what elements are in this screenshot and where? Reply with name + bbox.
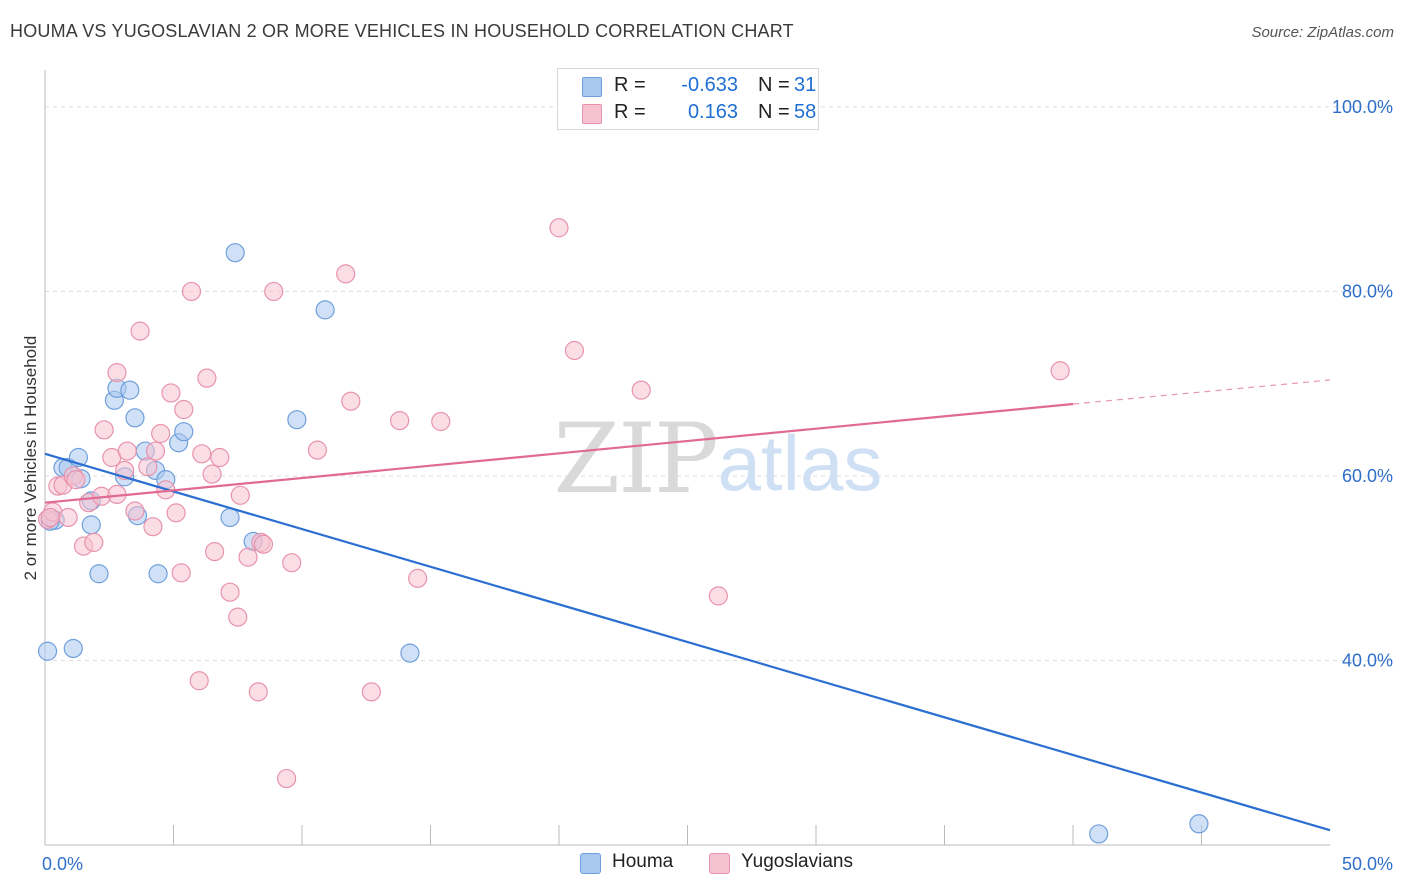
yugoslavians-point	[549, 218, 569, 238]
houma-point	[315, 300, 335, 320]
houma-point	[120, 380, 140, 400]
yugoslavians-point	[248, 682, 268, 702]
source-credit: Source: ZipAtlas.com	[1251, 24, 1394, 41]
yugoslavians-swatch	[582, 104, 602, 124]
houma-point	[81, 515, 101, 535]
correlation-legend: R = -0.633 N = 31 R = 0.163 N = 58	[557, 68, 819, 130]
chart-title: HOUMA VS YUGOSLAVIAN 2 OR MORE VEHICLES …	[10, 21, 794, 41]
yugoslavians-point	[107, 363, 127, 383]
x-tick-label: 0.0%	[42, 854, 83, 874]
houma-point	[63, 638, 83, 659]
y-tick-label: 80.0%	[1342, 281, 1393, 301]
yugoslavians-point	[66, 470, 86, 490]
houma-point	[287, 410, 307, 430]
yugoslavians-point	[361, 682, 381, 702]
r-label: R =	[614, 74, 646, 96]
watermark: ZIP atlas	[553, 403, 882, 515]
yugoslavians-point	[84, 532, 104, 552]
legend-label-yugoslavians: Yugoslavians	[741, 851, 853, 872]
r-label: R =	[614, 101, 646, 123]
yugoslavians-point	[166, 503, 186, 523]
yugoslavians-trend-line	[44, 402, 1074, 504]
yugoslavians-trend-extension	[1072, 379, 1331, 405]
yugoslavians-point	[336, 264, 356, 284]
yugoslavians-point	[282, 553, 302, 573]
yugoslavians-point	[192, 444, 212, 464]
data-points	[37, 218, 1209, 844]
yugoslavians-point	[40, 507, 60, 528]
houma-point	[225, 243, 245, 263]
yugoslavians-point	[171, 563, 191, 583]
yugoslavians-point	[631, 380, 651, 400]
houma-point	[1089, 824, 1109, 844]
yugoslavians-point	[276, 768, 297, 789]
series-legend: Houma Yugoslavians	[0, 851, 1406, 877]
houma-point	[37, 641, 58, 661]
yugoslavians-point	[58, 507, 78, 528]
watermark-zip: ZIP	[553, 403, 716, 515]
yugoslavians-point	[161, 383, 181, 403]
tick-labels: 100.0% 80.0% 60.0% 40.0% 0.0% 50.0% 2 or more …	[21, 97, 1393, 874]
houma-point	[220, 507, 240, 528]
yugoslavians-point	[230, 485, 250, 505]
yugoslavians-point	[210, 447, 230, 468]
x-tick-label: 50.0%	[1342, 854, 1393, 874]
yugoslavians-point	[117, 441, 137, 461]
yugoslavians-point	[228, 607, 248, 627]
yugoslavians-point	[307, 440, 328, 460]
trend-lines	[44, 379, 1331, 832]
houma-point	[174, 422, 194, 442]
n-value: 31	[794, 74, 817, 96]
yugoslavians-point	[408, 568, 428, 588]
yugoslavians-point	[253, 534, 274, 554]
yugoslavians-point	[94, 420, 114, 440]
y-axis-label: 2 or more Vehicles in Household	[21, 336, 40, 581]
yugoslavians-point	[202, 464, 222, 484]
n-label: N =	[758, 101, 790, 123]
yugoslavians-point	[151, 423, 171, 444]
legend-label-houma: Houma	[612, 851, 674, 872]
n-value: 58	[794, 101, 817, 123]
houma-point	[1189, 814, 1209, 834]
y-tick-label: 40.0%	[1342, 650, 1393, 670]
yugoslavians-point	[197, 368, 217, 388]
yugoslavians-point	[264, 281, 284, 302]
houma-point	[400, 643, 420, 663]
yugoslavians-point	[220, 582, 240, 602]
yugoslavians-point	[125, 501, 145, 521]
yugoslavians-point	[1050, 361, 1070, 381]
yugoslavians-point	[341, 391, 361, 411]
yugoslavians-point	[708, 586, 728, 606]
yugoslavians-point	[181, 281, 202, 302]
yugoslavians-point	[138, 457, 158, 477]
yugoslavians-point	[238, 547, 258, 567]
yugoslavians-point	[145, 441, 166, 461]
houma-point	[148, 564, 168, 584]
r-value: -0.633	[681, 74, 738, 96]
watermark-atlas: atlas	[718, 419, 883, 507]
yugoslavians-point	[189, 671, 209, 691]
yugoslavians-point	[143, 517, 163, 537]
houma-swatch	[580, 853, 601, 874]
houma-point	[89, 564, 109, 584]
y-tick-label: 100.0%	[1332, 97, 1393, 117]
yugoslavians-point	[564, 340, 585, 361]
y-tick-label: 60.0%	[1342, 466, 1393, 486]
grid-lines	[45, 106, 1392, 661]
yugoslavians-point	[390, 410, 410, 431]
houma-swatch	[582, 77, 602, 97]
houma-trend-line	[44, 452, 1331, 832]
yugoslavians-point	[130, 321, 150, 341]
n-label: N =	[758, 74, 790, 96]
r-value: 0.163	[687, 101, 738, 123]
yugoslavians-swatch	[709, 853, 730, 874]
yugoslavians-point	[431, 411, 451, 432]
yugoslavians-point	[205, 542, 225, 562]
yugoslavians-point	[174, 399, 194, 420]
houma-point	[125, 408, 145, 428]
